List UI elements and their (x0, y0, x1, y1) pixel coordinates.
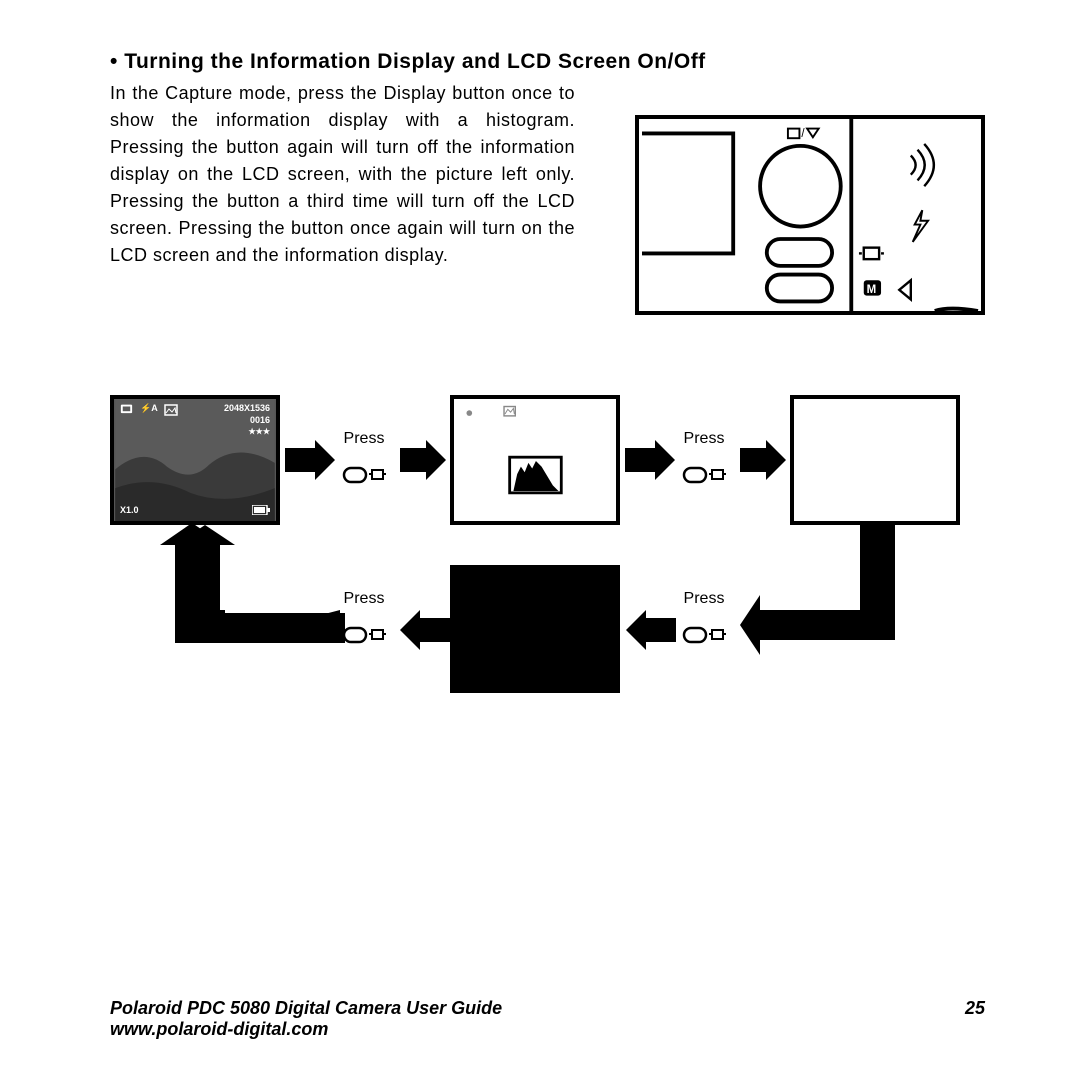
flow-diagram: ⚡A 2048X1536 0016 ★★★ X1.0 Press (110, 395, 980, 705)
counter-label: 0016 (250, 415, 270, 425)
display-button-icon (342, 626, 386, 644)
arrow-right-2 (400, 440, 446, 480)
footer-title: Polaroid PDC 5080 Digital Camera User Gu… (110, 998, 502, 1019)
section-heading: • Turning the Information Display and LC… (110, 50, 985, 74)
screen-state-picture-only (790, 395, 960, 525)
display-button-icon (682, 626, 726, 644)
arrow-down-left (740, 525, 920, 655)
press-label-1: Press (342, 430, 386, 484)
arrow-left-1 (626, 610, 676, 650)
display-button-icon (682, 466, 726, 484)
camera-illustration: / M (635, 115, 985, 315)
resolution-label: 2048X1536 (224, 403, 270, 413)
heading-text: Turning the Information Display and LCD … (124, 50, 705, 73)
screen-state-full-info: ⚡A 2048X1536 0016 ★★★ X1.0 (110, 395, 280, 525)
arrow-left-2 (400, 610, 450, 650)
flash-icon-label: ⚡A (140, 403, 158, 414)
press-label-2: Press (682, 430, 726, 484)
arrow-right-3 (625, 440, 675, 480)
page-footer: Polaroid PDC 5080 Digital Camera User Gu… (110, 998, 985, 1040)
quality-stars: ★★★ (248, 427, 270, 436)
svg-text:/: / (801, 128, 805, 140)
display-button-icon (342, 466, 386, 484)
arrow-return (155, 523, 345, 658)
arrow-right-1 (285, 440, 335, 480)
battery-icon (252, 505, 270, 515)
press-label-3: Press (682, 590, 726, 644)
press-label-4: Press (342, 590, 386, 644)
svg-text:M: M (867, 284, 877, 296)
footer-url: www.polaroid-digital.com (110, 1019, 502, 1040)
screen-state-histogram (450, 395, 620, 525)
zoom-label: X1.0 (120, 505, 139, 515)
screen-state-off (450, 565, 620, 693)
page-number: 25 (965, 998, 985, 1040)
body-paragraph: In the Capture mode, press the Display b… (110, 80, 575, 269)
arrow-right-4 (740, 440, 786, 480)
bullet: • (110, 50, 118, 73)
